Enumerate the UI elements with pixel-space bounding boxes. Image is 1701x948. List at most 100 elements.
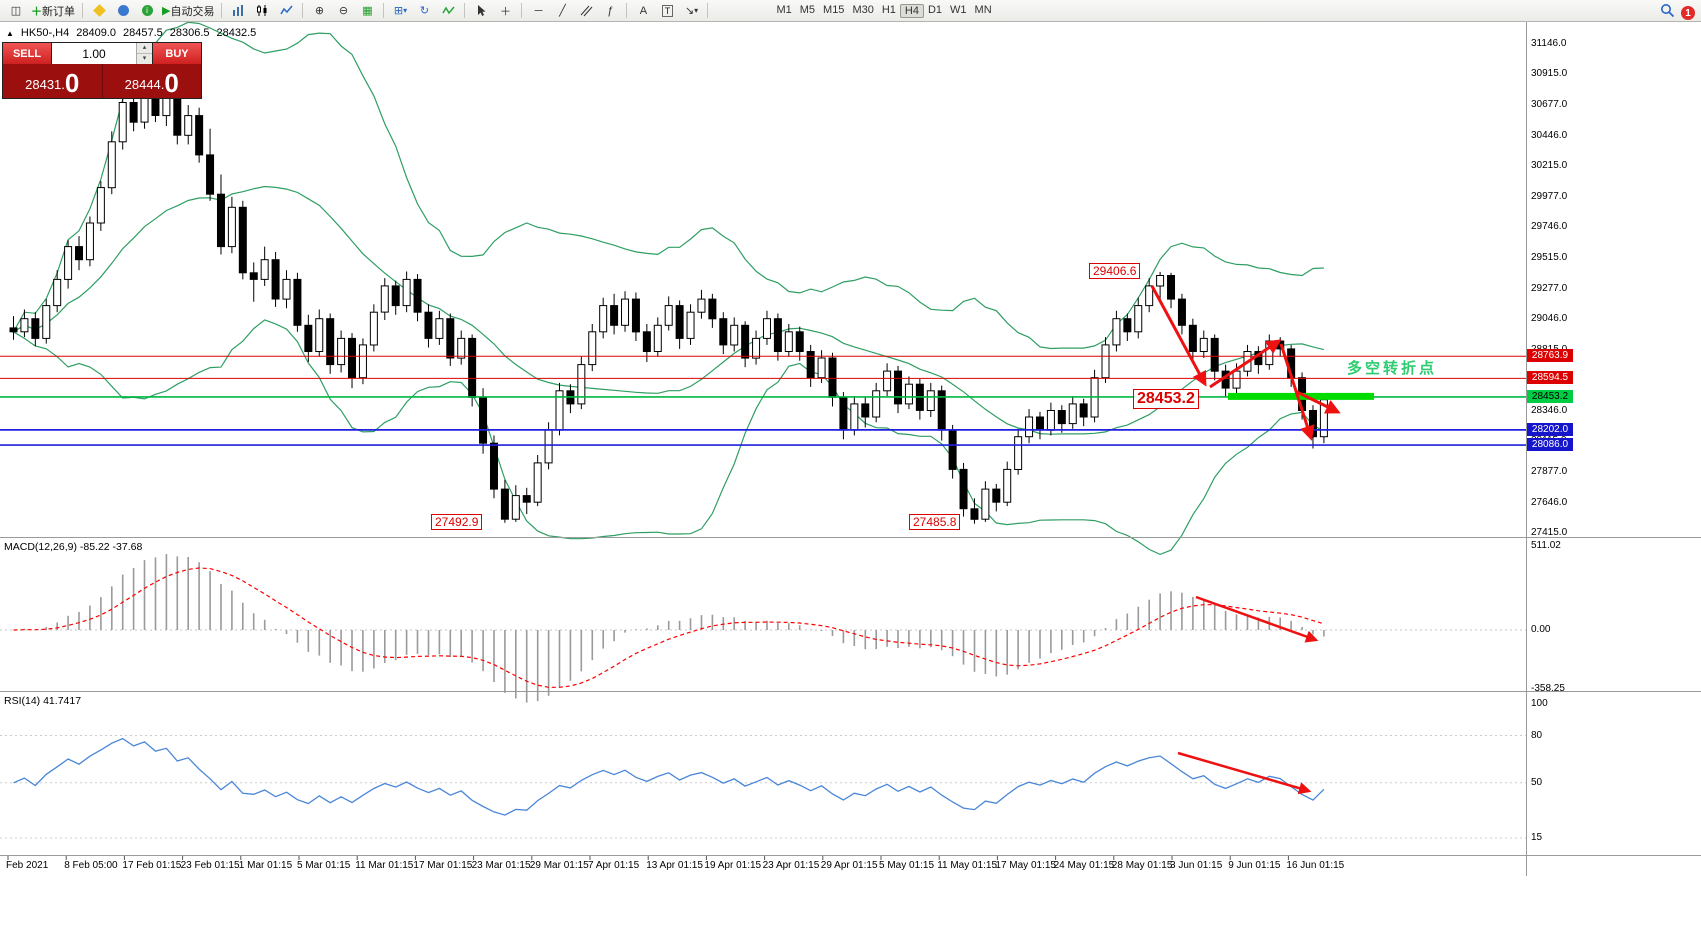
y-axis-label: 27646.0	[1531, 496, 1568, 508]
time-label: 16 Jun 01:15	[1286, 860, 1345, 871]
y-axis-label: 29746.0	[1531, 221, 1568, 233]
ohlc-close: 28432.5	[216, 27, 257, 39]
separator	[82, 3, 83, 18]
annotation-price-label: 27485.8	[909, 514, 961, 530]
trendline-icon[interactable]: ╱	[559, 5, 566, 17]
candlestick-chart-icon[interactable]	[251, 2, 273, 20]
buy-price[interactable]: 28444. 0	[101, 64, 202, 98]
indicators-icon[interactable]	[437, 2, 459, 20]
auto-trading-play-icon: ▶	[162, 5, 171, 17]
time-label: 13 Apr 01:15	[646, 860, 703, 871]
symbol-info-bar: ▲ HK50-,H4 28409.0 28457.5 28306.5 28432…	[6, 27, 256, 39]
timeframe-m5[interactable]: M5	[799, 3, 816, 16]
time-label: 7 Apr 01:15	[588, 860, 640, 871]
volume-field[interactable]: 1.00 ▴ ▾	[51, 43, 153, 64]
timeframe-h1[interactable]: H1	[881, 3, 896, 16]
volume-up-button[interactable]: ▴	[137, 43, 152, 54]
y-axis-label: 30677.0	[1531, 99, 1568, 111]
y-axis-label: 27877.0	[1531, 466, 1568, 478]
tile-windows-icon[interactable]: ▦	[362, 5, 373, 17]
y-axis-label: 28346.0	[1531, 404, 1568, 416]
text-label-icon[interactable]: T	[656, 2, 678, 20]
rsi-indicator-label: RSI(14) 41.7417	[4, 695, 82, 707]
panel-divider[interactable]	[0, 537, 1701, 538]
timeframe-w1[interactable]: W1	[950, 3, 967, 16]
bar-chart-icon[interactable]	[227, 2, 249, 20]
horizontal-line-icon[interactable]: ─	[534, 4, 543, 17]
toolbar-right: 1	[1660, 3, 1695, 23]
separator	[707, 3, 709, 18]
price-tag-28763.9: 28763.9	[1527, 349, 1573, 363]
channel-icon[interactable]	[575, 2, 597, 20]
time-label: 23 Feb 01:15	[180, 860, 240, 871]
history-center-icon[interactable]	[88, 2, 110, 20]
symbol-marker-icon: ▲	[6, 28, 14, 38]
time-label: 5 Mar 01:15	[297, 860, 351, 871]
time-label: 11 Mar 01:15	[355, 860, 414, 871]
time-label: 8 Feb 05:00	[64, 860, 118, 871]
panel-divider[interactable]	[0, 691, 1701, 692]
rsi-axis-label: 80	[1531, 729, 1543, 741]
ohlc-high: 28457.5	[122, 27, 163, 39]
volume-down-button[interactable]: ▾	[137, 54, 152, 64]
timeframe-m30[interactable]: M30	[852, 3, 874, 16]
fibonacci-icon[interactable]: ƒ	[607, 4, 614, 17]
refresh-icon[interactable]: ↻	[419, 5, 430, 17]
time-label: 1 Mar 01:15	[238, 860, 293, 871]
time-label: 3 Jun 01:15	[1170, 860, 1223, 871]
arrows-tool-icon[interactable]: ↘ ▾	[684, 5, 699, 17]
timeframe-d1[interactable]: D1	[927, 3, 943, 16]
buy-button[interactable]: BUY	[153, 43, 201, 64]
new-chart-icon[interactable]: ⊞ ▾	[393, 5, 408, 17]
zoom-in-icon[interactable]: ⊕	[314, 5, 325, 17]
timeframe-h4[interactable]: H4	[899, 3, 924, 18]
separator	[221, 3, 223, 18]
sell-button[interactable]: SELL	[3, 43, 51, 64]
time-label: 19 Apr 01:15	[704, 860, 762, 871]
annotation-note: 多空转折点	[1347, 360, 1438, 377]
y-axis-label: 31146.0	[1531, 38, 1567, 49]
rsi-axis-label: 15	[1531, 831, 1543, 843]
market-watch-icon[interactable]	[112, 2, 134, 20]
time-label: 23 Apr 01:15	[762, 860, 820, 871]
price-tag-28453.2: 28453.2	[1527, 389, 1573, 403]
time-label: 23 Mar 01:15	[471, 860, 531, 871]
timeframe-mn[interactable]: MN	[974, 3, 992, 16]
time-label: 9 Jun 01:15	[1228, 860, 1281, 871]
sell-price[interactable]: 28431. 0	[25, 68, 80, 98]
line-chart-icon[interactable]	[275, 2, 297, 20]
auto-trading-button[interactable]: ▶ 自动交易	[160, 2, 216, 20]
time-label: 17 May 01:15	[995, 860, 1056, 871]
y-axis-label: 28815.0	[1531, 344, 1567, 355]
macd-axis-label: 0.00	[1531, 624, 1551, 635]
toolbar: ◫ ＋ 新订单 i ▶ 自动交易 ⊕ ⊖ ▦ ⊞ ▾ ↻	[0, 0, 1701, 22]
volume-value[interactable]: 1.00	[82, 46, 106, 61]
new-order-label: 新订单	[42, 5, 75, 18]
rsi-axis-label: 50	[1531, 776, 1543, 788]
time-label: 29 Mar 01:15	[529, 860, 589, 871]
time-label: 11 May 01:15	[937, 860, 998, 871]
panel-divider	[0, 855, 1701, 856]
ohlc-low: 28306.5	[169, 27, 210, 39]
notification-badge[interactable]: 1	[1681, 6, 1695, 20]
volume-stepper: ▴ ▾	[136, 43, 152, 64]
y-axis-label: 30215.0	[1531, 160, 1568, 172]
crosshair-icon[interactable]: ＋	[499, 5, 511, 18]
y-axis-label: 29977.0	[1531, 191, 1568, 203]
time-label: 17 Mar 01:15	[413, 860, 473, 871]
annotation-price-label: 27492.9	[431, 514, 483, 530]
chart-window-icon[interactable]: ◫	[10, 5, 22, 17]
new-order-button[interactable]: ＋ 新订单	[29, 2, 77, 20]
trade-controls: SELL 1.00 ▴ ▾ BUY	[3, 43, 201, 64]
text-icon[interactable]: A	[639, 4, 648, 17]
zoom-out-icon[interactable]: ⊖	[338, 5, 349, 17]
cursor-icon[interactable]	[470, 2, 492, 20]
time-label: 24 May 01:15	[1053, 860, 1115, 871]
search-icon[interactable]	[1660, 3, 1675, 23]
price-tag-28594.5: 28594.5	[1527, 371, 1573, 385]
info-icon[interactable]: i	[136, 2, 158, 20]
timeframe-m1[interactable]: M1	[776, 3, 792, 16]
timeframe-m15[interactable]: M15	[823, 3, 845, 16]
